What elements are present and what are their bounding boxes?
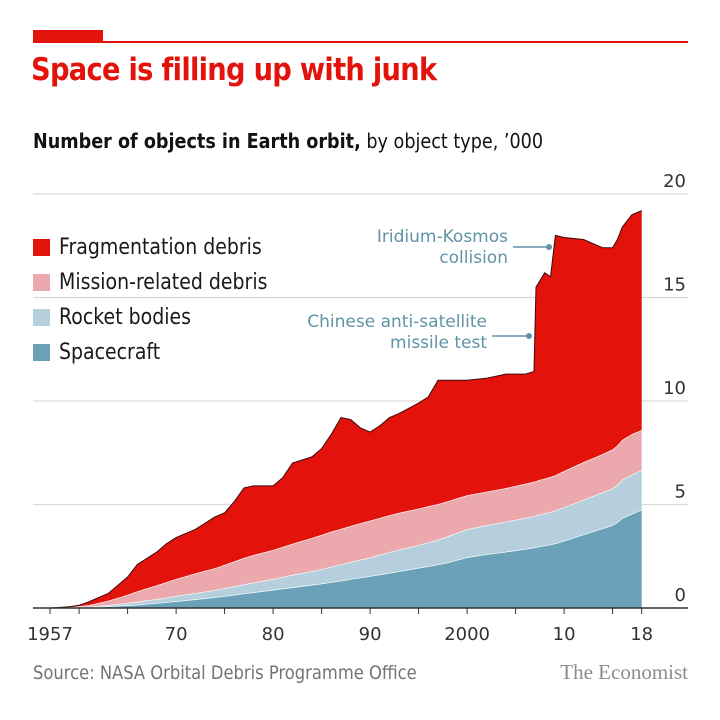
annotation-dot [546, 244, 552, 250]
legend-swatch-rocket [33, 309, 50, 326]
legend-label: Rocket bodies [59, 305, 191, 330]
y-tick-label: 5 [675, 482, 686, 503]
legend-item-fragmentation: Fragmentation debris [33, 230, 301, 265]
header-rule [33, 41, 688, 43]
legend-swatch-spacecraft [33, 344, 50, 361]
annotation-label: Iridium-Kosmos [377, 227, 508, 247]
x-axis: 1957 70 80 90 2000 10 18 [27, 607, 688, 645]
y-tick-label: 15 [663, 275, 686, 296]
legend-label: Spacecraft [59, 340, 161, 365]
annotation-label: Chinese anti-satellite [307, 312, 487, 332]
legend-swatch-fragmentation [33, 239, 50, 256]
legend-swatch-mission [33, 274, 50, 291]
x-tick-label: 70 [165, 624, 188, 645]
y-tick-label: 10 [663, 378, 686, 399]
legend-item-spacecraft: Spacecraft [33, 335, 301, 370]
annotation-dot [526, 333, 532, 339]
x-tick-label: 90 [359, 624, 382, 645]
y-tick-label: 20 [663, 171, 686, 192]
legend-item-mission: Mission-related debris [33, 265, 301, 300]
annotation-label: missile test [390, 333, 487, 353]
area-fragmentation-debris [50, 210, 642, 608]
x-tick-label: 80 [262, 624, 285, 645]
area-spacecraft [50, 509, 642, 608]
x-tick-label: 2000 [444, 624, 490, 645]
legend-label: Fragmentation debris [59, 235, 262, 260]
publisher-logo: The Economist [560, 660, 688, 684]
source-note: Source: NASA Orbital Debris Programme Of… [33, 662, 417, 684]
area-fragmentation-debris-edge [49, 210, 642, 609]
chart-title: Space is filling up with junk [31, 52, 437, 88]
area-series [49, 210, 642, 609]
y-tick-label: 0 [675, 585, 686, 606]
x-tick-label: 10 [553, 624, 576, 645]
annotation-label: collision [439, 248, 508, 268]
subtitle-bold: Number of objects in Earth orbit, [33, 129, 361, 153]
header-accent-bar [33, 30, 103, 42]
subtitle-rest: by object type, ’000 [360, 129, 544, 153]
x-tick-label: 1957 [27, 624, 73, 645]
chart-subtitle: Number of objects in Earth orbit, by obj… [33, 129, 543, 153]
x-tick-label: 18 [630, 624, 653, 645]
area-rocket-bodies [50, 470, 642, 608]
y-axis: 0 5 10 15 20 [663, 171, 686, 606]
legend: Fragmentation debris Mission-related deb… [33, 230, 301, 370]
legend-label: Mission-related debris [59, 270, 268, 295]
legend-item-rocket: Rocket bodies [33, 300, 301, 335]
